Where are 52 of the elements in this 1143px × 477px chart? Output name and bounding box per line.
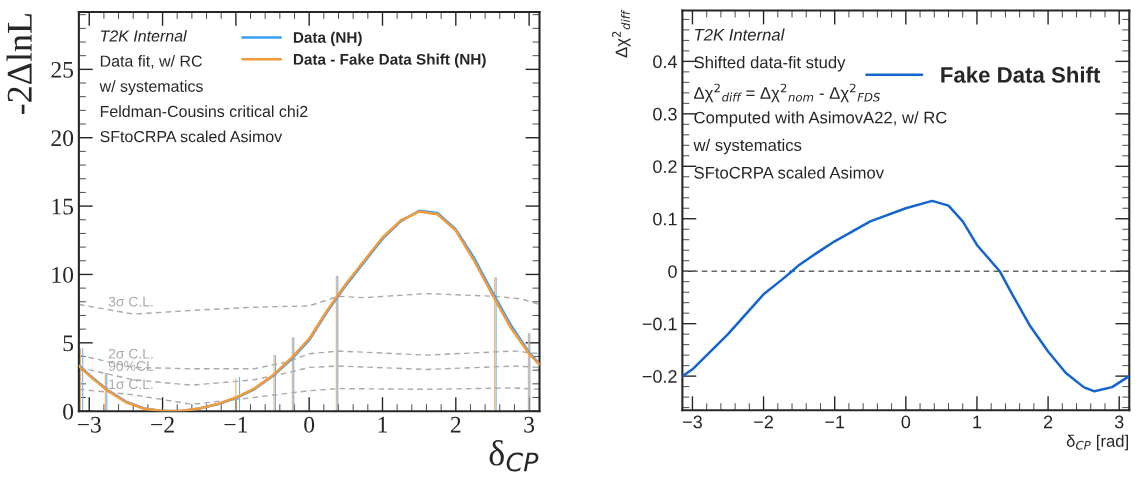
annotation: T2K Internal: [101, 29, 187, 42]
line-series: [78, 350, 540, 370]
y-axis-title: -2ΔlnL: [6, 14, 32, 115]
x-tick-label: −2: [754, 415, 773, 429]
x-tick-label: 1: [973, 415, 982, 429]
y-tick-label: 10: [52, 266, 74, 283]
line-series: [78, 292, 540, 315]
legend-label: Data - Fake Data Shift (NH): [293, 53, 486, 68]
y-tick-label: −0.1: [642, 317, 677, 331]
annotation: Shifted data-fit study: [694, 56, 846, 72]
annotation: T2K Internal: [695, 28, 785, 41]
x-tick-label: −1: [825, 415, 845, 429]
text: Δχ$^{2}$$_{diff}$ = Δχ$^{2}$$_{nom}$ - Δχ$^{2}$$_{FDS}$: [694, 83, 880, 103]
x-axis-title: δ$_{CP}$ [rad]: [1066, 434, 1128, 451]
y-tick-label: 0.2: [653, 160, 677, 174]
x-tick-label: 2: [450, 416, 461, 433]
x-tick-label: 3: [524, 416, 535, 433]
annotation: w/ systematics: [693, 138, 802, 155]
x-tick-label: −3: [77, 416, 101, 433]
x-tick-label: 0: [901, 415, 911, 429]
y-tick-label: 0.3: [653, 107, 677, 121]
y-tick-label: 5: [63, 335, 74, 352]
y-axis-title: Δχ$^{2}$$_{diff}$: [612, 9, 631, 58]
x-tick-label: −3: [683, 415, 702, 429]
y-tick-label: 0: [668, 265, 677, 278]
legend-label: Fake Data Shift: [941, 66, 1101, 83]
y-tick-label: 0.1: [653, 212, 677, 226]
y-tick-label: 20: [51, 130, 74, 147]
annotation: SFtoCRPA scaled Asimov: [100, 130, 283, 143]
series-label: 3σ C.L.: [108, 296, 153, 307]
annotation: Data fit, w/ RC: [100, 55, 202, 69]
annotation: w/ systematics: [99, 80, 203, 96]
legend-label: Data (NH): [293, 31, 362, 46]
x-tick-label: 2: [1043, 415, 1053, 429]
y-tick-label: 0.4: [653, 55, 677, 69]
x-tick-label: 3: [1114, 415, 1124, 429]
x-tick-label: 0: [304, 416, 315, 433]
annotation: SFtoCRPA scaled Asimov: [694, 166, 884, 179]
y-tick-label: −0.2: [642, 370, 677, 383]
line-series: [682, 199, 1130, 393]
y-tick-label: 25: [51, 61, 74, 78]
series-label: 1σ C.L.: [109, 379, 153, 390]
x-axis-title: δ$_{CP}$: [489, 440, 539, 472]
x-tick-label: 1: [378, 416, 387, 433]
series-label: 2σ C.L.: [108, 348, 153, 359]
y-tick-label: 15: [52, 198, 74, 215]
x-tick-label: −1: [224, 416, 248, 433]
x-tick-label: −2: [151, 416, 174, 433]
annotation: Feldman-Cousins critical chi2: [100, 105, 308, 118]
annotation: Computed with AsimovA22, w/ RC: [694, 111, 947, 127]
line-series: [78, 387, 540, 406]
series-label: 90%CL: [108, 361, 154, 371]
